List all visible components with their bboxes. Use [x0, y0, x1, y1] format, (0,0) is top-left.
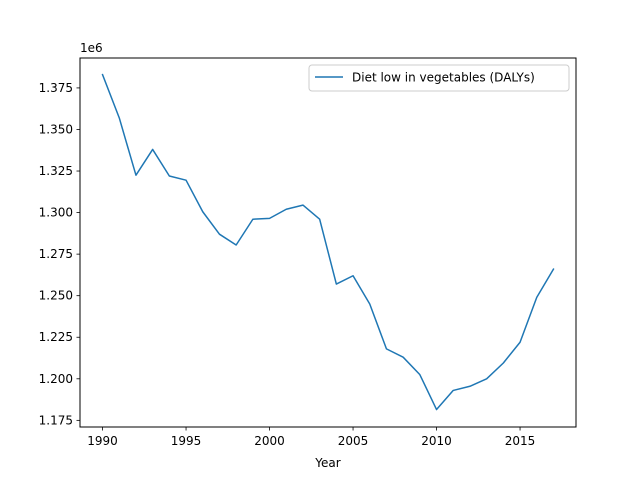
x-tick-label: 2010 — [421, 434, 452, 448]
y-tick-label: 1.250 — [39, 289, 73, 303]
y-tick-label: 1.325 — [39, 164, 73, 178]
y-tick-label: 1.375 — [39, 81, 73, 95]
y-tick-label: 1.200 — [39, 372, 73, 386]
plot-frame — [79, 57, 577, 428]
y-tick-label: 1.300 — [39, 206, 73, 220]
plot-line-group — [101, 73, 555, 411]
legend-label: Diet low in vegetables (DALYs) — [352, 71, 535, 85]
y-tick-label: 1.350 — [39, 122, 73, 136]
x-tick-label: 1995 — [171, 434, 202, 448]
y-tick-label: 1.275 — [39, 247, 73, 261]
x-axis-label: Year — [314, 456, 340, 470]
x-tick-label: 2000 — [254, 434, 285, 448]
x-tick-label: 1990 — [87, 434, 118, 448]
y-tick-label: 1.175 — [39, 413, 73, 427]
legend: Diet low in vegetables (DALYs) — [308, 64, 570, 92]
x-tick-label: 2015 — [505, 434, 536, 448]
x-tick-label: 2005 — [338, 434, 369, 448]
y-axis-offset-text: 1e6 — [80, 41, 103, 55]
x-axis: 1990 1995 2000 2005 2010 2015 — [87, 427, 535, 448]
y-tick-label: 1.225 — [39, 330, 73, 344]
series-line-diet-low-in-vegetables — [101, 73, 555, 411]
y-axis: 1.175 1.200 1.225 1.250 1.275 1.300 1.325 1.350… — [39, 81, 80, 427]
legend-box — [308, 64, 570, 92]
